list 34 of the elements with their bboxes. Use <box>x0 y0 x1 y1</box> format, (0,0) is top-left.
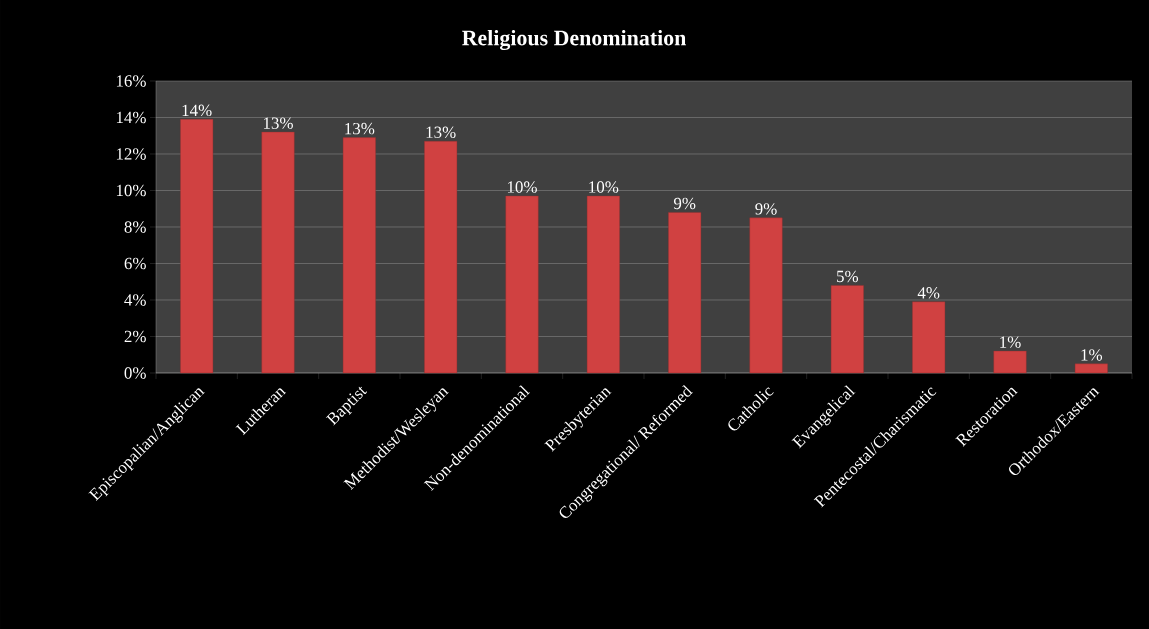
data-label: 10% <box>589 181 619 193</box>
bar <box>993 350 1027 374</box>
y-tick-label: 8% <box>124 221 146 233</box>
data-label: 13% <box>426 126 456 139</box>
y-tick-label: 12% <box>116 148 146 160</box>
data-label: 13% <box>263 117 293 129</box>
data-label: 9% <box>673 197 696 210</box>
data-label: 9% <box>755 203 777 215</box>
bar <box>424 141 458 374</box>
bar <box>586 195 620 374</box>
bar <box>830 285 864 374</box>
chart-title: Religious Denomination <box>462 29 687 51</box>
bar <box>912 301 946 374</box>
data-label: 1% <box>1000 336 1021 348</box>
y-tick-label: 16% <box>116 75 146 87</box>
y-tick-label: 14% <box>116 111 146 124</box>
data-label: 14% <box>182 104 212 117</box>
y-tick-label: 6% <box>124 257 146 270</box>
bar <box>261 131 295 374</box>
bar <box>1074 363 1108 374</box>
bar <box>180 119 214 374</box>
data-label: 5% <box>837 270 859 283</box>
bar <box>668 212 702 374</box>
data-label: 13% <box>345 122 375 135</box>
data-label: 10% <box>507 181 537 193</box>
y-tick-label: 0% <box>124 367 146 379</box>
y-tick-label: 4% <box>124 294 146 306</box>
data-label: 1% <box>1081 349 1103 361</box>
y-tick-label: 10% <box>116 184 146 197</box>
y-tick-label: 2% <box>124 330 146 343</box>
bar <box>749 217 783 374</box>
bar <box>342 137 376 374</box>
bar <box>505 195 539 374</box>
data-label: 4% <box>917 287 940 299</box>
